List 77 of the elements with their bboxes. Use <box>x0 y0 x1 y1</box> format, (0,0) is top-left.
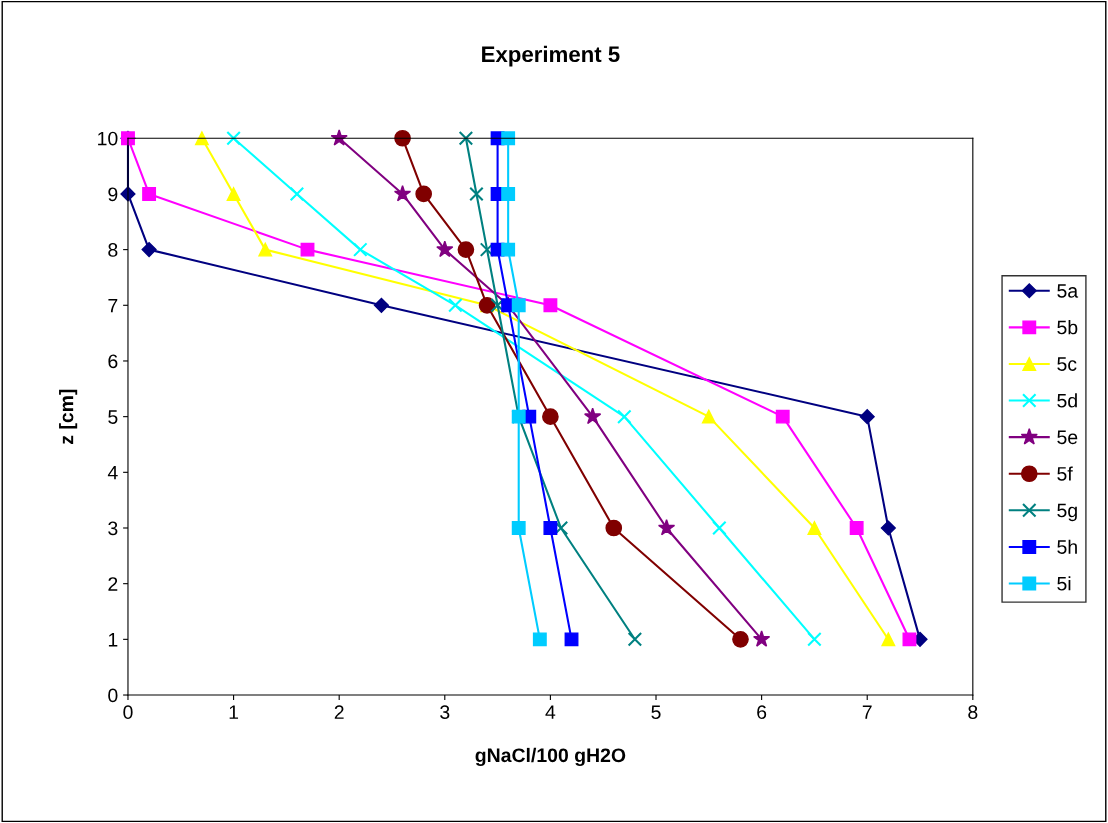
x-tick-label: 2 <box>334 705 344 719</box>
legend-label: 5f <box>1057 466 1073 481</box>
point <box>511 521 526 535</box>
legend-label: 5c <box>1057 357 1077 371</box>
point <box>849 521 864 535</box>
point <box>564 632 579 647</box>
point <box>226 130 241 146</box>
y-tick-label: 4 <box>107 465 118 480</box>
legend-label: 5b <box>1057 320 1078 335</box>
point <box>807 632 822 647</box>
point <box>752 630 771 647</box>
point <box>775 409 790 424</box>
x-tick-label: 3 <box>440 705 450 720</box>
point <box>458 130 474 146</box>
point <box>617 409 632 424</box>
x-tick-label: 7 <box>862 705 872 719</box>
y-tick-label: 8 <box>108 243 118 257</box>
point <box>584 407 602 425</box>
point <box>448 298 463 313</box>
point <box>501 186 516 201</box>
y-tick-label: 10 <box>98 131 118 146</box>
y-tick-label: 9 <box>108 187 118 202</box>
point <box>542 408 559 425</box>
point <box>457 241 475 258</box>
point <box>469 186 484 202</box>
x-tick-label: 1 <box>229 705 239 719</box>
point <box>353 242 368 257</box>
legend-label: 5a <box>1057 284 1079 298</box>
x-tick-label: 5 <box>651 705 661 720</box>
legend-label: 5g <box>1057 503 1077 522</box>
point <box>859 409 875 425</box>
point <box>532 632 547 647</box>
point <box>373 297 389 313</box>
point <box>657 518 676 536</box>
point <box>543 298 558 313</box>
point <box>501 131 516 146</box>
y-tick-label: 5 <box>108 410 118 424</box>
point <box>701 409 716 424</box>
point <box>393 184 412 202</box>
point <box>258 242 273 257</box>
y-tick-label: 2 <box>108 577 118 591</box>
x-tick-label: 4 <box>545 705 556 719</box>
x-tick-label: 6 <box>757 705 767 720</box>
chart-title: Experiment 5 <box>482 45 620 67</box>
x-tick-label: 0 <box>123 705 133 720</box>
point <box>881 632 896 647</box>
legend-label: 5i <box>1057 576 1071 591</box>
y-tick-label: 1 <box>108 633 118 647</box>
y-axis-title: z [cm] <box>59 389 78 444</box>
point <box>300 242 315 257</box>
x-axis-title: gNaCl/100 gH2O <box>475 747 626 767</box>
point <box>415 185 433 203</box>
point <box>289 186 305 202</box>
point <box>394 129 411 147</box>
legend-label: 5d <box>1057 393 1077 408</box>
point <box>511 298 526 313</box>
point <box>436 240 454 258</box>
point <box>141 242 157 258</box>
x-tick-label: 8 <box>968 705 978 720</box>
legend-label: 5e <box>1057 430 1078 445</box>
point <box>627 632 643 647</box>
y-tick-label: 6 <box>108 354 118 369</box>
point <box>142 186 157 201</box>
point <box>902 632 917 647</box>
point <box>501 242 516 257</box>
point <box>194 131 209 146</box>
point <box>543 521 558 535</box>
point <box>880 520 896 536</box>
point <box>807 521 822 535</box>
y-tick-label: 0 <box>108 688 118 703</box>
y-tick-label: 7 <box>108 298 118 313</box>
point <box>226 186 241 201</box>
point <box>605 519 623 537</box>
y-tick-label: 3 <box>108 521 118 536</box>
legend-label: 5h <box>1057 539 1077 554</box>
point <box>712 520 727 536</box>
point <box>732 631 749 648</box>
